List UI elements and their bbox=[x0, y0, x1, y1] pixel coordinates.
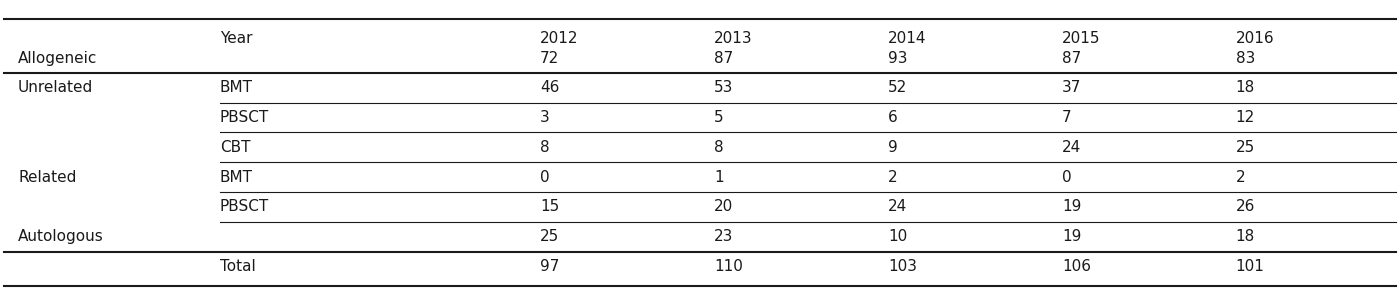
Text: 12: 12 bbox=[1236, 110, 1254, 125]
Text: Total: Total bbox=[220, 259, 256, 274]
Text: Autologous: Autologous bbox=[18, 229, 104, 244]
Text: 97: 97 bbox=[540, 259, 560, 274]
Text: Unrelated: Unrelated bbox=[18, 80, 94, 95]
Text: 19: 19 bbox=[1061, 200, 1081, 215]
Text: 26: 26 bbox=[1236, 200, 1256, 215]
Text: 53: 53 bbox=[714, 80, 734, 95]
Text: 83: 83 bbox=[1236, 51, 1256, 65]
Text: 19: 19 bbox=[1061, 229, 1081, 244]
Text: 1: 1 bbox=[714, 170, 724, 185]
Text: 87: 87 bbox=[714, 51, 734, 65]
Text: 23: 23 bbox=[714, 229, 734, 244]
Text: 0: 0 bbox=[1061, 170, 1071, 185]
Text: 9: 9 bbox=[888, 140, 897, 155]
Text: 2: 2 bbox=[1236, 170, 1246, 185]
Text: 25: 25 bbox=[540, 229, 559, 244]
Text: 110: 110 bbox=[714, 259, 743, 274]
Text: 2012: 2012 bbox=[540, 31, 578, 46]
Text: Allogeneic: Allogeneic bbox=[18, 51, 98, 65]
Text: 93: 93 bbox=[888, 51, 907, 65]
Text: 37: 37 bbox=[1061, 80, 1081, 95]
Text: 24: 24 bbox=[888, 200, 907, 215]
Text: 5: 5 bbox=[714, 110, 724, 125]
Text: PBSCT: PBSCT bbox=[220, 200, 269, 215]
Text: 46: 46 bbox=[540, 80, 560, 95]
Text: 0: 0 bbox=[540, 170, 550, 185]
Text: 24: 24 bbox=[1061, 140, 1081, 155]
Text: 2: 2 bbox=[888, 170, 897, 185]
Text: BMT: BMT bbox=[220, 80, 253, 95]
Text: 18: 18 bbox=[1236, 80, 1254, 95]
Text: 10: 10 bbox=[888, 229, 907, 244]
Text: 8: 8 bbox=[714, 140, 724, 155]
Text: 52: 52 bbox=[888, 80, 907, 95]
Text: 3: 3 bbox=[540, 110, 550, 125]
Text: 18: 18 bbox=[1236, 229, 1254, 244]
Text: Related: Related bbox=[18, 170, 77, 185]
Text: 20: 20 bbox=[714, 200, 734, 215]
Text: 15: 15 bbox=[540, 200, 559, 215]
Text: 72: 72 bbox=[540, 51, 559, 65]
Text: 2014: 2014 bbox=[888, 31, 927, 46]
Text: Year: Year bbox=[220, 31, 252, 46]
Text: 103: 103 bbox=[888, 259, 917, 274]
Text: 2015: 2015 bbox=[1061, 31, 1100, 46]
Text: 106: 106 bbox=[1061, 259, 1091, 274]
Text: BMT: BMT bbox=[220, 170, 253, 185]
Text: 6: 6 bbox=[888, 110, 897, 125]
Text: 2013: 2013 bbox=[714, 31, 753, 46]
Text: 25: 25 bbox=[1236, 140, 1254, 155]
Text: 87: 87 bbox=[1061, 51, 1081, 65]
Text: 8: 8 bbox=[540, 140, 550, 155]
Text: 7: 7 bbox=[1061, 110, 1071, 125]
Text: CBT: CBT bbox=[220, 140, 251, 155]
Text: PBSCT: PBSCT bbox=[220, 110, 269, 125]
Text: 2016: 2016 bbox=[1236, 31, 1274, 46]
Text: 101: 101 bbox=[1236, 259, 1264, 274]
